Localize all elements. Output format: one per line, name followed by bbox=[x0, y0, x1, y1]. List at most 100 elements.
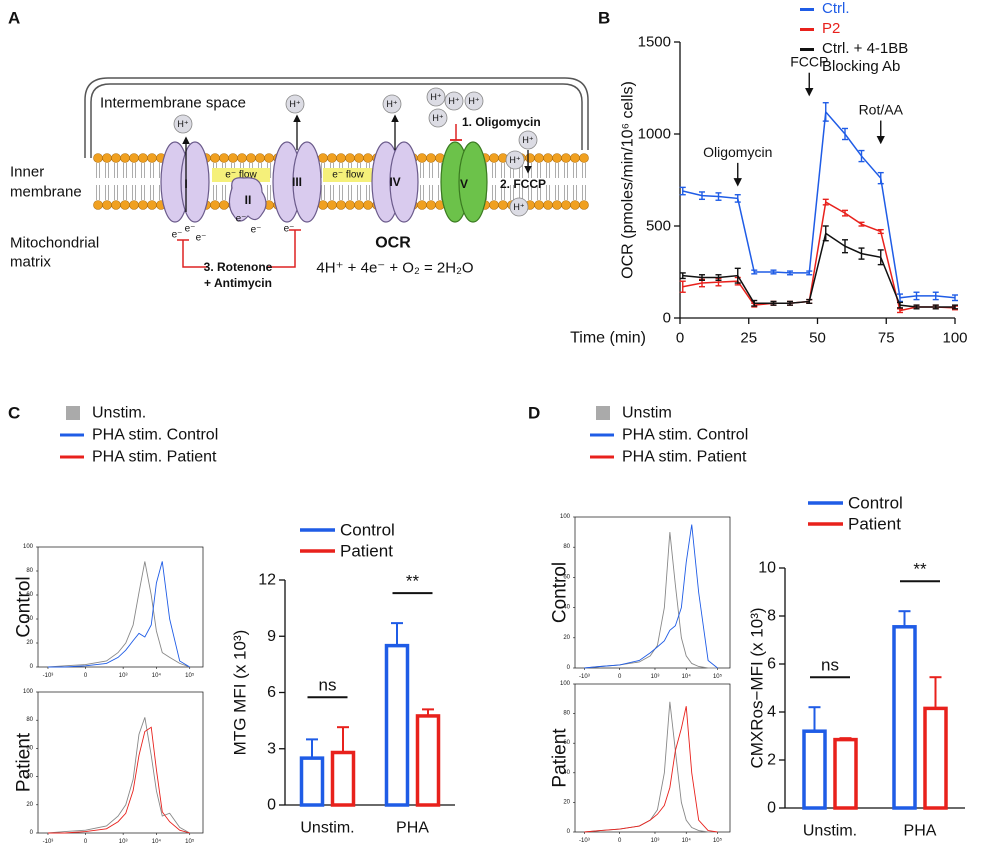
proton-label: H⁺ bbox=[289, 99, 300, 109]
lipid-head bbox=[579, 200, 589, 210]
proton-bubble bbox=[509, 197, 529, 217]
error-bar bbox=[770, 269, 777, 275]
y-tick-label: 6 bbox=[767, 656, 776, 673]
y-tick-label: 40 bbox=[563, 770, 570, 776]
lipid-head bbox=[246, 153, 256, 163]
lipid-head bbox=[219, 153, 229, 163]
plot-frame bbox=[574, 516, 731, 669]
lipid-head bbox=[147, 153, 157, 163]
error-bar bbox=[952, 294, 958, 302]
complex-label: V bbox=[460, 177, 468, 191]
x-tick-label: 0 bbox=[618, 674, 622, 680]
x-tick-label: -10³ bbox=[43, 839, 54, 845]
lipid-head bbox=[534, 200, 544, 210]
y-tick-label: 0 bbox=[767, 800, 776, 817]
lipid-head bbox=[120, 200, 130, 210]
error-bar bbox=[877, 249, 884, 266]
annotation-label: Rot/AA bbox=[859, 102, 904, 118]
x-tick-label: 10⁴ bbox=[682, 837, 692, 844]
proton-label: H⁺ bbox=[432, 113, 443, 123]
x-tick-label: 25 bbox=[740, 330, 757, 347]
x-tick-label: -10³ bbox=[579, 674, 590, 680]
compartment-label: Mitochondrial bbox=[10, 235, 99, 252]
lipid-head bbox=[354, 153, 364, 163]
error-bar bbox=[699, 274, 705, 281]
lipid-head bbox=[102, 153, 112, 163]
bar bbox=[415, 714, 441, 807]
error-bar bbox=[787, 300, 793, 306]
error-bar bbox=[842, 127, 848, 141]
inhibitor-label: 2. FCCP bbox=[500, 177, 546, 191]
proton-label: H⁺ bbox=[468, 96, 479, 106]
y-tick-label: 40 bbox=[563, 605, 570, 611]
y-tick-label: 80 bbox=[563, 711, 570, 717]
error-bar bbox=[806, 298, 813, 304]
y-tick-label: 60 bbox=[563, 740, 570, 746]
lipid-head bbox=[102, 200, 112, 210]
legend-label: Unstim bbox=[622, 405, 672, 422]
lipid-head bbox=[345, 153, 355, 163]
y-tick-label: 20 bbox=[563, 799, 570, 805]
proton-bubble bbox=[505, 150, 525, 170]
lipid-head bbox=[93, 153, 103, 163]
series-line bbox=[47, 726, 190, 834]
series-line bbox=[682, 232, 955, 308]
legend-entry: P2 bbox=[800, 20, 987, 38]
compartment-label: matrix bbox=[10, 254, 51, 271]
y-tick-label: 80 bbox=[26, 717, 33, 723]
legend-label: Control bbox=[848, 494, 903, 513]
lipid-head bbox=[363, 200, 373, 210]
lipid-head bbox=[417, 200, 427, 210]
y-tick-label: 2 bbox=[767, 752, 776, 769]
y-tick-label: 0 bbox=[567, 665, 571, 671]
error-bar bbox=[913, 291, 920, 301]
error-bar bbox=[929, 676, 942, 709]
error-bar bbox=[952, 304, 958, 310]
plot-frame bbox=[37, 546, 204, 668]
x-tick-label: 10⁴ bbox=[152, 838, 162, 845]
rotenone-bracket bbox=[177, 229, 301, 268]
x-axis-label: Time (min) bbox=[570, 330, 646, 347]
error-bar bbox=[734, 194, 741, 203]
lipid-head bbox=[111, 200, 121, 210]
annotation-label: FCCP bbox=[790, 54, 828, 70]
y-tick-label: 40 bbox=[26, 774, 33, 780]
electron-label: e⁻ bbox=[172, 230, 183, 241]
complex bbox=[389, 141, 419, 223]
y-axis-label: Patient bbox=[14, 732, 35, 792]
proton-bubble bbox=[518, 130, 538, 150]
error-bar bbox=[679, 272, 686, 280]
lipid-head bbox=[489, 200, 499, 210]
error-bar bbox=[715, 274, 722, 281]
proton-label: H⁺ bbox=[177, 119, 188, 129]
error-bar bbox=[897, 301, 903, 309]
error-bar bbox=[897, 308, 903, 314]
electron-label: e⁻ bbox=[185, 224, 196, 235]
significance-label: ns bbox=[821, 656, 839, 675]
proton-bubble bbox=[426, 87, 446, 107]
complex bbox=[180, 141, 210, 223]
x-tick-label: 10⁵ bbox=[713, 673, 723, 680]
x-tick-label: 10⁵ bbox=[713, 837, 723, 844]
inhibitor-label: 3. Rotenone bbox=[204, 260, 273, 274]
compartment-label: Intermembrane space bbox=[100, 95, 246, 112]
error-bar bbox=[932, 291, 939, 301]
e-flow-label: e⁻ flow bbox=[225, 170, 257, 181]
y-axis-label: Control bbox=[14, 576, 35, 637]
lipid-head bbox=[120, 153, 130, 163]
ocr-title: OCR bbox=[375, 235, 411, 252]
bar bbox=[892, 625, 917, 810]
series-line bbox=[682, 110, 956, 299]
legend-label: Unstim. bbox=[92, 405, 146, 422]
y-tick-label: 0 bbox=[567, 829, 571, 835]
significance-label: ** bbox=[913, 560, 927, 579]
lipid-head bbox=[147, 200, 157, 210]
lipid-head bbox=[138, 200, 148, 210]
panel-label: B bbox=[598, 9, 610, 28]
plot-frame bbox=[37, 691, 204, 834]
error-bar bbox=[822, 102, 829, 122]
x-tick-label: 10³ bbox=[119, 839, 128, 845]
y-axis-label: Patient bbox=[550, 728, 571, 788]
proton-bubble bbox=[428, 108, 448, 128]
